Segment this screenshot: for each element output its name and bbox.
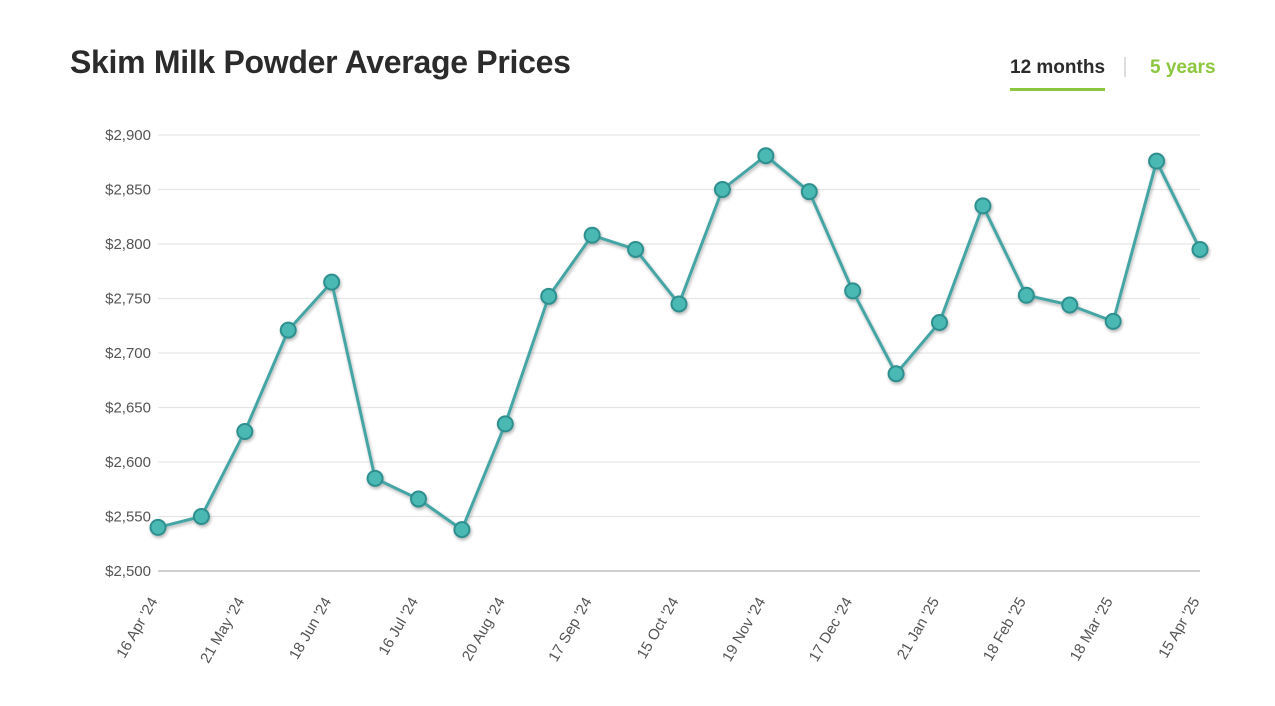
data-point[interactable] (974, 197, 992, 215)
data-point[interactable] (410, 490, 427, 508)
data-point[interactable] (1148, 152, 1166, 170)
tab-12-months[interactable]: 12 months (1010, 56, 1106, 91)
data-point[interactable] (1104, 312, 1122, 330)
y-tick-label: $2,750 (105, 291, 151, 308)
x-tick-label: 16 Apr '24 (113, 595, 161, 662)
x-axis-labels: 16 Apr '24 21 May '24 18 Jun '24 16 Jul '24… (113, 595, 1203, 667)
data-point[interactable] (844, 282, 862, 300)
x-tick-label: 17 Sep '24 (545, 595, 595, 665)
data-point[interactable] (236, 422, 254, 440)
data-point[interactable] (540, 287, 558, 305)
x-tick-label: 18 Feb '25 (980, 595, 1030, 664)
data-point[interactable] (1191, 240, 1209, 258)
x-tick-label: 19 Nov '24 (719, 595, 769, 665)
grid-layer (158, 134, 1200, 572)
x-tick-label: 15 Apr '25 (1155, 595, 1203, 662)
y-tick-label: $2,550 (105, 509, 151, 526)
data-point[interactable] (583, 226, 601, 244)
x-tick-label: 18 Jun '24 (286, 595, 335, 663)
series-line (157, 154, 1202, 532)
data-point[interactable] (887, 365, 905, 383)
data-point[interactable] (627, 240, 645, 258)
x-tick-label: 20 Aug '24 (459, 595, 509, 665)
y-tick-label: $2,850 (105, 182, 151, 199)
data-point[interactable] (149, 518, 167, 536)
x-tick-label: 15 Oct '24 (634, 595, 683, 662)
data-point[interactable] (931, 313, 948, 331)
x-tick-label: 16 Jul '24 (375, 595, 422, 659)
y-tick-label: $2,900 (105, 127, 151, 144)
tab-divider (1124, 57, 1126, 77)
y-tick-label: $2,600 (105, 454, 151, 471)
y-axis-labels: $2,500 $2,550 $2,600 $2,650 $2,700 $2,750 $2,8… (105, 127, 151, 580)
data-point[interactable] (1017, 286, 1035, 304)
data-point[interactable] (496, 415, 514, 433)
data-point[interactable] (279, 321, 297, 339)
data-point[interactable] (757, 147, 775, 165)
x-tick-label: 18 Mar '25 (1067, 595, 1117, 664)
x-tick-label: 17 Dec '24 (806, 595, 856, 665)
y-tick-label: $2,650 (105, 400, 151, 417)
data-point[interactable] (453, 521, 471, 539)
data-point[interactable] (670, 295, 688, 313)
x-tick-label: 21 May '24 (197, 595, 248, 667)
x-tick-label: 21 Jan '25 (894, 595, 943, 663)
tab-5-years[interactable]: 5 years (1150, 57, 1216, 78)
data-point[interactable] (713, 181, 731, 198)
y-tick-label: $2,500 (105, 563, 151, 580)
series-layer (149, 147, 1209, 539)
page-title: Skim Milk Powder Average Prices (70, 44, 571, 80)
data-point[interactable] (192, 508, 210, 525)
data-point[interactable] (800, 183, 818, 201)
data-point[interactable] (1061, 296, 1079, 314)
y-tick-label: $2,700 (105, 345, 151, 362)
y-tick-label: $2,800 (105, 236, 151, 253)
data-point[interactable] (323, 273, 341, 291)
data-point[interactable] (366, 469, 384, 487)
